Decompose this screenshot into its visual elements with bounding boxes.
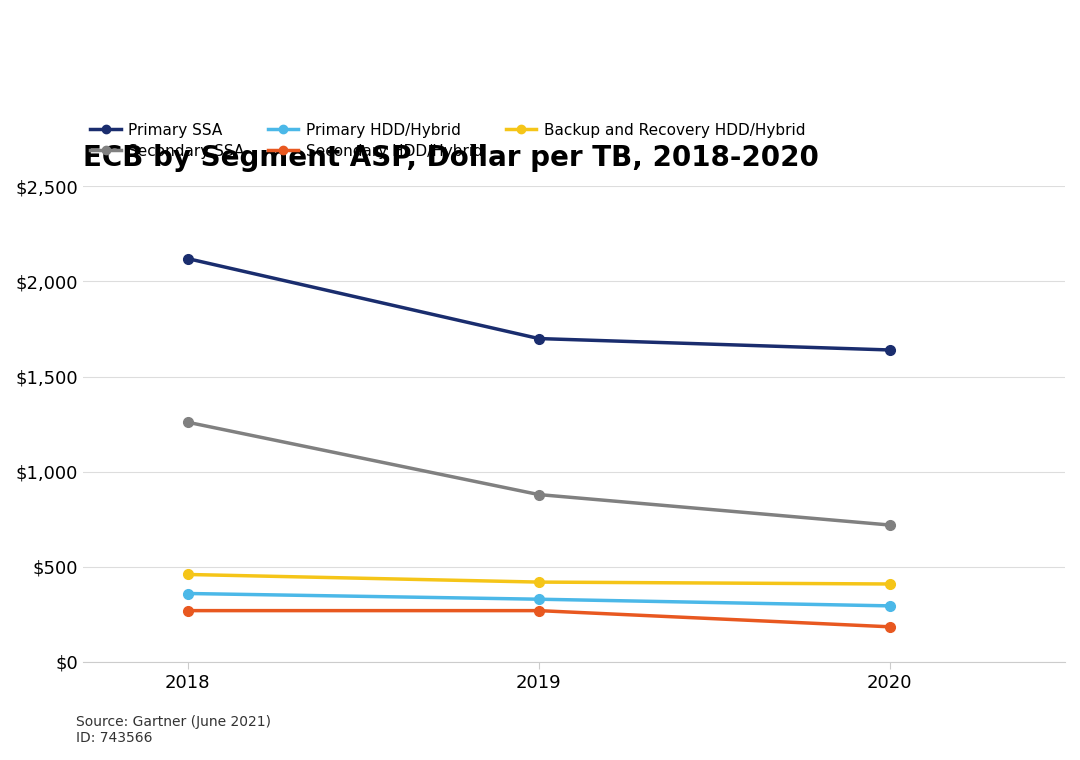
Line: Primary SSA: Primary SSA xyxy=(183,254,894,355)
Backup and Recovery HDD/Hybrid xyxy=(181,570,194,579)
Line: Secondary HDD/Hybrid: Secondary HDD/Hybrid xyxy=(183,606,894,632)
Legend: Primary SSA, Secondary SSA, Primary HDD/Hybrid, Secondary HDD/Hybrid, Backup and: Primary SSA, Secondary SSA, Primary HDD/… xyxy=(91,122,806,159)
Primary HDD/Hybrid xyxy=(181,589,194,598)
Line: Primary HDD/Hybrid: Primary HDD/Hybrid xyxy=(183,589,894,611)
Primary SSA xyxy=(532,334,545,343)
Secondary HDD/Hybrid xyxy=(883,622,896,632)
Secondary HDD/Hybrid xyxy=(181,606,194,615)
Primary SSA xyxy=(181,254,194,263)
Text: Source: Gartner (June 2021)
ID: 743566: Source: Gartner (June 2021) ID: 743566 xyxy=(76,714,271,745)
Line: Secondary SSA: Secondary SSA xyxy=(183,417,894,530)
Secondary SSA xyxy=(532,490,545,499)
Primary SSA xyxy=(883,345,896,354)
Primary HDD/Hybrid xyxy=(883,601,896,610)
Backup and Recovery HDD/Hybrid xyxy=(532,578,545,587)
Line: Backup and Recovery HDD/Hybrid: Backup and Recovery HDD/Hybrid xyxy=(183,569,894,589)
Primary HDD/Hybrid xyxy=(532,594,545,603)
Backup and Recovery HDD/Hybrid xyxy=(883,579,896,588)
Secondary SSA xyxy=(181,418,194,427)
Text: ECB by Segment ASP, Dollar per TB, 2018-2020: ECB by Segment ASP, Dollar per TB, 2018-… xyxy=(82,144,819,172)
Secondary HDD/Hybrid xyxy=(532,606,545,615)
Secondary SSA xyxy=(883,521,896,530)
